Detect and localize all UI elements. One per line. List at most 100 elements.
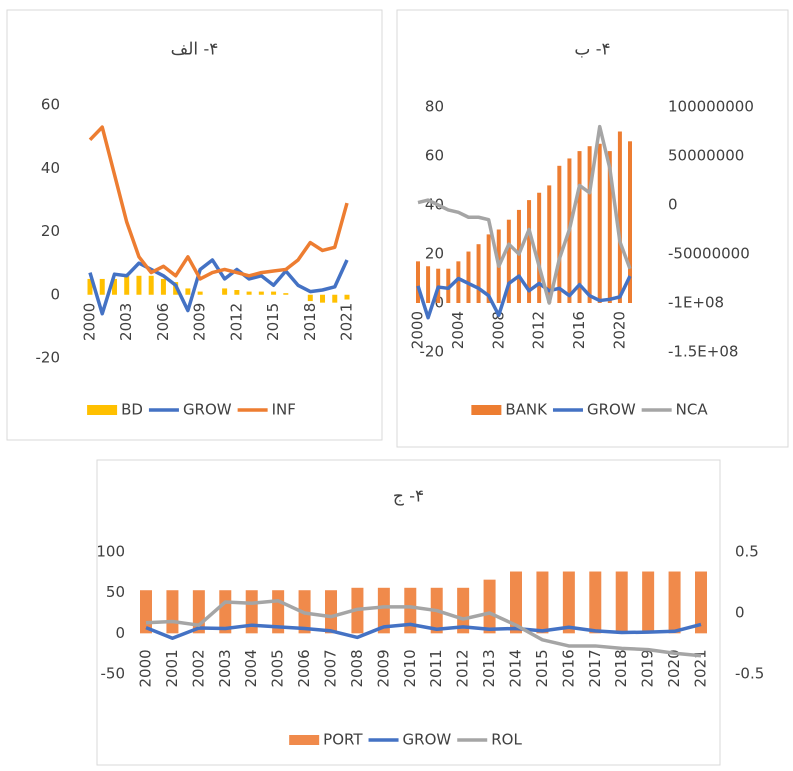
y2-tick-label: -1.5E+08 bbox=[668, 343, 738, 361]
x-tick-label: 2017 bbox=[586, 649, 604, 687]
y-tick-label: 20 bbox=[425, 245, 444, 263]
bar bbox=[668, 571, 681, 634]
x-tick-label: 2003 bbox=[216, 649, 234, 687]
y-tick-label: 20 bbox=[41, 222, 60, 240]
x-tick-label: 2015 bbox=[264, 303, 282, 341]
x-tick-label: 2014 bbox=[507, 649, 525, 687]
x-tick-label: 2006 bbox=[295, 649, 313, 687]
x-tick-label: 2012 bbox=[227, 303, 245, 341]
legend: PORT GROW ROL bbox=[289, 731, 522, 749]
bar bbox=[136, 275, 142, 295]
legend-label: BD bbox=[121, 401, 143, 419]
y2-tick-label: 0 bbox=[668, 196, 678, 214]
x-tick-label: 2002 bbox=[189, 649, 207, 687]
chart-title: ۴- ب bbox=[574, 40, 610, 60]
x-tick-label: 2000 bbox=[137, 649, 155, 687]
legend-label: GROW bbox=[183, 401, 232, 419]
bar bbox=[160, 278, 166, 295]
x-tick-label: 2021 bbox=[692, 649, 710, 687]
bar bbox=[483, 579, 496, 634]
bar bbox=[332, 294, 338, 303]
x-tick-label: 2008 bbox=[489, 311, 507, 349]
x-tick-label: 2010 bbox=[401, 649, 419, 687]
chart-frame bbox=[396, 9, 789, 448]
legend: BANK GROW NCA bbox=[471, 401, 708, 419]
legend-label: GROW bbox=[403, 731, 452, 749]
chart-frame bbox=[6, 9, 383, 441]
bar bbox=[506, 219, 511, 303]
x-tick-label: 2000 bbox=[409, 311, 427, 349]
bar bbox=[99, 278, 105, 295]
y-tick-label: 0 bbox=[50, 285, 60, 303]
y-tick-label: 80 bbox=[425, 98, 444, 116]
bar bbox=[486, 234, 491, 303]
bar bbox=[271, 291, 277, 295]
line bbox=[145, 622, 702, 640]
bar bbox=[536, 571, 549, 634]
x-tick-label: 2009 bbox=[191, 303, 209, 341]
x-tick-label: 2003 bbox=[117, 303, 135, 341]
bar bbox=[527, 200, 532, 303]
x-tick-label: 2012 bbox=[530, 311, 548, 349]
x-tick-label: 2020 bbox=[610, 311, 628, 349]
bar bbox=[377, 587, 390, 634]
line bbox=[145, 599, 702, 658]
bar bbox=[516, 209, 521, 303]
bar bbox=[283, 293, 289, 295]
bar bbox=[456, 261, 461, 303]
y-tick-label: 50 bbox=[106, 583, 125, 601]
y-tick-label: 60 bbox=[41, 96, 60, 114]
legend-label: PORT bbox=[323, 731, 363, 749]
bar bbox=[537, 192, 542, 303]
chart-title: ۴- ج bbox=[393, 487, 424, 507]
y2-tick-label: -50000000 bbox=[668, 245, 750, 263]
line bbox=[88, 125, 349, 281]
legend-swatch bbox=[87, 405, 118, 415]
x-tick-label: 2008 bbox=[348, 649, 366, 687]
bar bbox=[476, 244, 481, 303]
bar bbox=[597, 143, 602, 303]
y-tick-label: 60 bbox=[425, 147, 444, 165]
x-tick-label: 2018 bbox=[612, 649, 630, 687]
bar bbox=[426, 266, 431, 303]
x-tick-label: 2001 bbox=[163, 649, 181, 687]
bar bbox=[416, 261, 420, 303]
x-tick-label: 2020 bbox=[665, 649, 683, 687]
bar bbox=[466, 251, 471, 303]
legend-label: ROL bbox=[491, 731, 522, 749]
legend-label: NCA bbox=[676, 401, 709, 419]
x-tick-label: 2015 bbox=[533, 649, 551, 687]
bar bbox=[140, 590, 152, 634]
legend: BD GROW INF bbox=[87, 401, 296, 419]
bar bbox=[148, 275, 154, 295]
chart-title: ۴- الف bbox=[171, 40, 219, 60]
x-tick-label: 2021 bbox=[338, 303, 356, 341]
x-tick-label: 2007 bbox=[322, 649, 340, 687]
x-tick-label: 2013 bbox=[480, 649, 498, 687]
bar bbox=[510, 571, 522, 634]
x-tick-label: 2009 bbox=[374, 649, 392, 687]
bar bbox=[111, 278, 117, 295]
bar bbox=[166, 590, 179, 634]
legend-swatch bbox=[289, 735, 320, 745]
x-tick-label: 2016 bbox=[570, 311, 588, 349]
y-tick-label: 0 bbox=[115, 624, 125, 642]
bar bbox=[325, 590, 337, 634]
bar bbox=[404, 587, 417, 634]
x-tick-label: 2019 bbox=[639, 649, 657, 687]
y-tick-label: -20 bbox=[36, 349, 61, 367]
bar bbox=[446, 268, 451, 303]
y2-tick-label: 100000000 bbox=[668, 98, 754, 116]
y2-tick-label: 0 bbox=[735, 604, 745, 622]
bar bbox=[246, 291, 252, 295]
bar bbox=[344, 294, 350, 300]
bar bbox=[87, 278, 93, 295]
y2-tick-label: 0.5 bbox=[735, 543, 759, 561]
x-tick-label: 2000 bbox=[81, 303, 99, 341]
y-tick-label: -20 bbox=[420, 343, 445, 361]
bar bbox=[587, 146, 592, 303]
bar bbox=[320, 294, 326, 303]
bar bbox=[457, 587, 470, 634]
bar bbox=[197, 291, 203, 295]
